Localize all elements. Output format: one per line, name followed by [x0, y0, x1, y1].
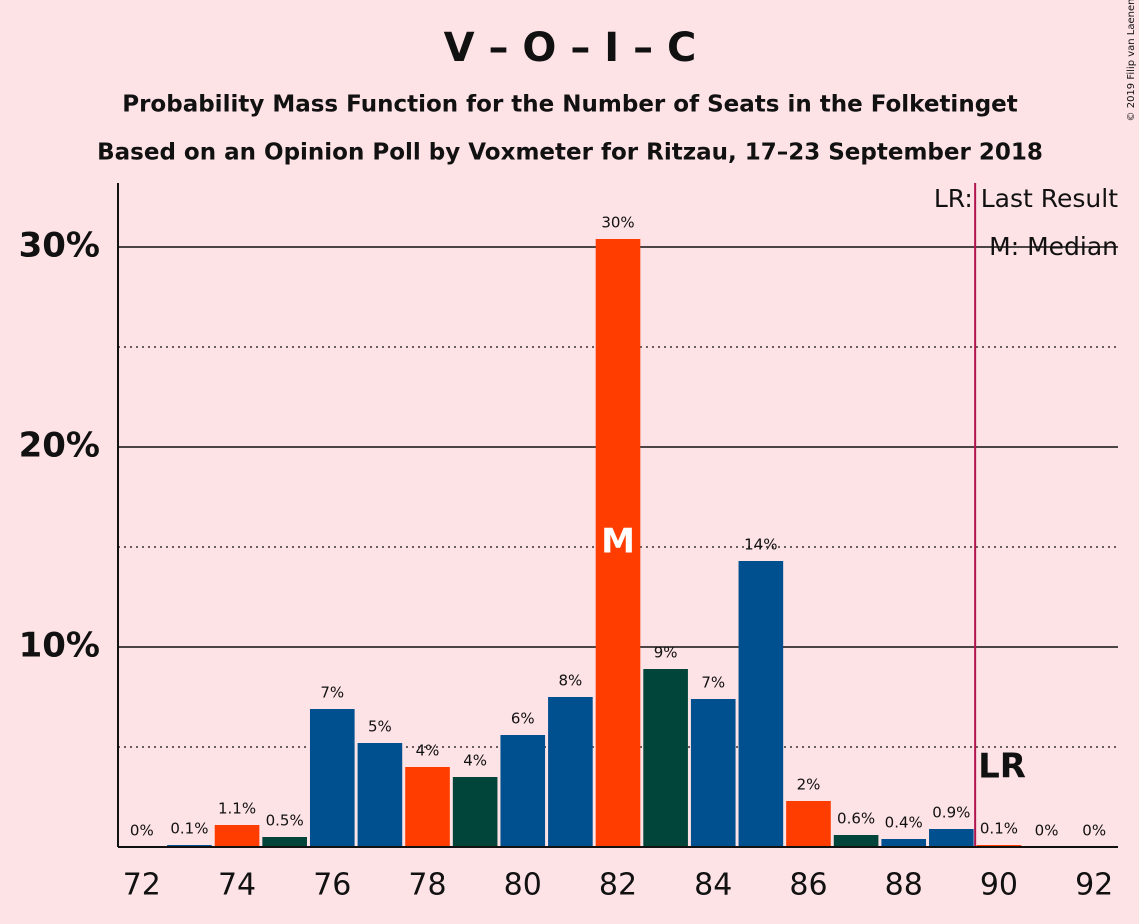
bar — [595, 239, 641, 847]
chart-title: V – O – I – C — [444, 25, 697, 71]
value-label: 1.1% — [218, 800, 256, 818]
copyright: © 2019 Filip van Laenen — [1126, 0, 1137, 121]
bar — [262, 837, 307, 847]
value-label: 7% — [320, 684, 344, 702]
value-label: 0.1% — [170, 820, 208, 838]
legend-entry: M: Median — [989, 232, 1118, 261]
y-tick-label: 20% — [19, 426, 100, 466]
value-label: 0% — [130, 822, 154, 840]
value-label: 7% — [701, 674, 725, 692]
value-label: 0.4% — [885, 814, 923, 832]
bar — [214, 825, 260, 847]
x-tick-label: 78 — [408, 868, 446, 903]
median-marker: M — [601, 522, 635, 562]
x-tick-label: 84 — [694, 868, 732, 903]
bar — [881, 839, 927, 847]
bar — [548, 697, 593, 847]
bar — [643, 669, 688, 847]
value-label: 9% — [654, 644, 678, 662]
value-label: 30% — [601, 214, 634, 232]
bar — [833, 835, 879, 847]
bar — [786, 801, 831, 847]
chart-subtitle: Probability Mass Function for the Number… — [122, 92, 1018, 118]
value-label: 5% — [368, 718, 392, 736]
x-tick-label: 90 — [980, 868, 1018, 903]
x-tick-label: 76 — [313, 868, 351, 903]
value-label: 0.6% — [837, 810, 875, 828]
bar — [452, 777, 498, 847]
value-label: 6% — [511, 710, 535, 728]
last-result-label: LR — [978, 747, 1026, 787]
value-label: 2% — [797, 776, 821, 794]
x-tick-label: 82 — [599, 868, 637, 903]
value-label: 0.9% — [932, 804, 970, 822]
value-label: 8% — [558, 672, 582, 690]
x-tick-label: 86 — [789, 868, 827, 903]
bar — [405, 767, 450, 847]
x-tick-label: 92 — [1075, 868, 1113, 903]
y-tick-label: 30% — [19, 226, 100, 266]
value-label: 4% — [463, 752, 487, 770]
value-label: 4% — [416, 742, 440, 760]
value-label: 0.1% — [980, 820, 1018, 838]
value-label: 0% — [1082, 822, 1106, 840]
legend-entry: LR: Last Result — [934, 184, 1118, 213]
bar — [738, 561, 784, 847]
y-tick-label: 10% — [19, 626, 100, 666]
x-tick-label: 74 — [218, 868, 256, 903]
value-label: 14% — [744, 536, 777, 554]
bar — [690, 699, 736, 847]
chart-subtitle: Based on an Opinion Poll by Voxmeter for… — [97, 140, 1043, 166]
value-label: 0% — [1035, 822, 1059, 840]
bar — [309, 709, 355, 847]
x-tick-label: 72 — [123, 868, 161, 903]
x-tick-label: 80 — [504, 868, 542, 903]
value-label: 0.5% — [266, 812, 304, 830]
bar — [929, 829, 974, 847]
x-tick-label: 88 — [885, 868, 923, 903]
bar — [357, 743, 403, 847]
bar — [500, 735, 546, 847]
